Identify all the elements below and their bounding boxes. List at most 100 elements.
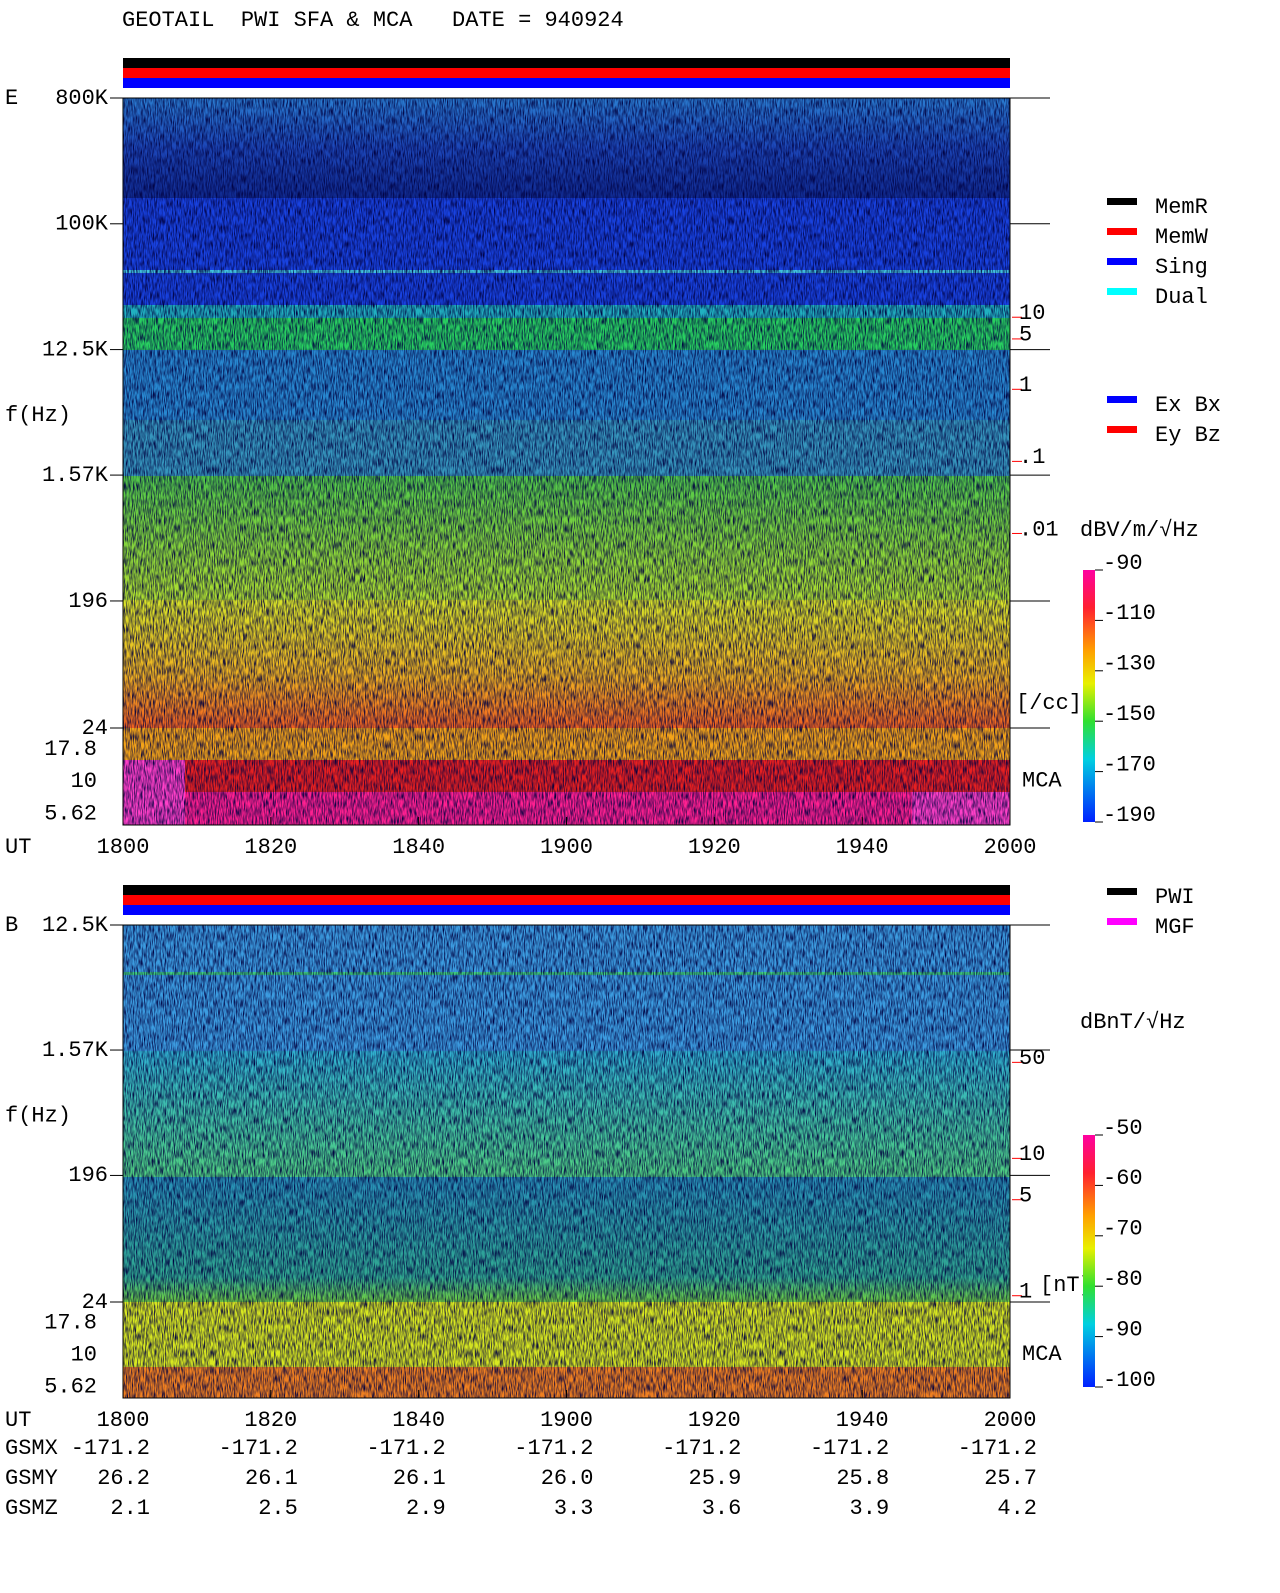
y2-unit: [/cc] [1016, 691, 1082, 716]
x-tick-label: 1840 [392, 835, 445, 860]
legend-swatch [1107, 426, 1137, 433]
legend-swatch [1107, 396, 1137, 403]
y2-tick-label: .1 [1019, 445, 1045, 470]
x-tick-label: 1840 [392, 1408, 445, 1433]
orbit-row-label: GSMZ [5, 1496, 58, 1521]
orbit-row-label: GSMY [5, 1466, 58, 1491]
colorbar-tick-label: -110 [1103, 601, 1156, 626]
y-tick-label: 100K [55, 212, 109, 237]
y-tick-label: 196 [68, 589, 108, 614]
orbit-value: 3.9 [850, 1496, 890, 1521]
colorbar-tick-label: -80 [1103, 1267, 1143, 1292]
y2-tick-label: 50 [1019, 1046, 1045, 1071]
x-tick-label: 1820 [244, 835, 297, 860]
y-axis-label: f(Hz) [5, 403, 71, 428]
mca-label: MCA [1022, 1342, 1062, 1367]
colorbar-tick-label: -190 [1103, 803, 1156, 828]
mca-channel-label: 10 [71, 1343, 97, 1368]
legend-swatch [1107, 258, 1137, 265]
legend-swatch [1107, 918, 1137, 925]
y-tick-label: 12.5K [42, 337, 109, 362]
x-axis-label: UT [5, 1408, 31, 1433]
colorbar [1083, 1135, 1095, 1387]
legend-label: PWI [1155, 885, 1195, 910]
x-tick-label: 1800 [97, 1408, 150, 1433]
y2-tick-label: 5 [1019, 1184, 1032, 1209]
colorbar-tick-label: -50 [1103, 1116, 1143, 1141]
spectrogram-e [123, 98, 1010, 825]
x-axis-label: UT [5, 835, 31, 860]
legend-label: MemR [1155, 195, 1208, 220]
y-tick-label: 800K [55, 86, 109, 111]
chart-title: GEOTAIL PWI SFA & MCA DATE = 940924 [122, 8, 624, 33]
legend-swatch [1107, 198, 1137, 205]
orbit-value: 25.8 [836, 1466, 889, 1491]
x-tick-label: 1920 [688, 835, 741, 860]
colorbar-tick-label: -60 [1103, 1166, 1143, 1191]
y2-tick-label: 1 [1019, 373, 1032, 398]
y-tick-label: 1.57K [42, 463, 109, 488]
colorbar-tick-label: -90 [1103, 1317, 1143, 1342]
mca-channel-label: 5.62 [44, 801, 97, 826]
y-tick-label: 12.5K [42, 913, 109, 938]
legend-swatch [1107, 888, 1137, 895]
y2-tick-label: 5 [1019, 323, 1032, 348]
y2-tick-label: .01 [1019, 517, 1059, 542]
x-tick-label: 1940 [836, 1408, 889, 1433]
y2-tick-label: 10 [1019, 301, 1045, 326]
orbit-value: 2.1 [110, 1496, 150, 1521]
x-tick-label: 1820 [244, 1408, 297, 1433]
y-tick-label: 24 [82, 716, 108, 741]
y2-tick-label: 10 [1019, 1142, 1045, 1167]
orbit-value: 2.5 [258, 1496, 298, 1521]
panel-label: B [5, 913, 18, 938]
legend-label: Dual [1155, 285, 1208, 310]
colorbar-tick-label: -170 [1103, 752, 1156, 777]
legend-label: MemW [1155, 225, 1209, 250]
orbit-value: 25.9 [689, 1466, 742, 1491]
orbit-value: 3.6 [702, 1496, 742, 1521]
legend-swatch [1107, 228, 1137, 235]
orbit-value: 4.2 [997, 1496, 1037, 1521]
x-tick-label: 1920 [688, 1408, 741, 1433]
y-tick-label: 1.57K [42, 1038, 109, 1063]
legend-label: Ey Bz [1155, 423, 1221, 448]
orbit-value: 26.1 [393, 1466, 446, 1491]
mca-label: MCA [1022, 768, 1062, 793]
x-tick-label: 1940 [836, 835, 889, 860]
legend-label: Sing [1155, 255, 1208, 280]
panel-label: E [5, 86, 18, 111]
x-tick-label: 1900 [540, 1408, 593, 1433]
mca-channel-label: 10 [71, 769, 97, 794]
orbit-value: -171.2 [366, 1436, 445, 1461]
colorbar-tick-label: -100 [1103, 1368, 1156, 1393]
legend-swatch [1107, 288, 1137, 295]
orbit-value: 26.1 [245, 1466, 298, 1491]
x-tick-label: 2000 [984, 835, 1037, 860]
colorbar-tick-label: -70 [1103, 1217, 1143, 1242]
legend-label: MGF [1155, 915, 1195, 940]
y-axis-label: f(Hz) [5, 1103, 71, 1128]
orbit-value: -171.2 [662, 1436, 741, 1461]
orbit-value: -171.2 [958, 1436, 1037, 1461]
orbit-value: -171.2 [71, 1436, 150, 1461]
y2-tick-label: 1 [1019, 1280, 1032, 1305]
status-bars [123, 58, 1010, 915]
legend-label: Ex Bx [1155, 393, 1221, 418]
orbit-value: 25.7 [984, 1466, 1037, 1491]
colorbar-tick-label: -90 [1103, 551, 1143, 576]
colorbar-label: dBnT/√Hz [1080, 1010, 1186, 1035]
orbit-value: 26.0 [541, 1466, 594, 1491]
orbit-value: 2.9 [406, 1496, 446, 1521]
mca-channel-label: 17.8 [44, 737, 97, 762]
colorbar-tick-label: -130 [1103, 652, 1156, 677]
y-tick-label: 24 [82, 1290, 108, 1315]
orbit-value: -171.2 [810, 1436, 889, 1461]
orbit-row-label: GSMX [5, 1436, 58, 1461]
orbit-value: -171.2 [514, 1436, 593, 1461]
colorbar-tick-label: -150 [1103, 702, 1156, 727]
x-tick-label: 2000 [984, 1408, 1037, 1433]
colorbar-label: dBV/m/√Hz [1080, 518, 1199, 543]
colorbar [1083, 570, 1095, 822]
